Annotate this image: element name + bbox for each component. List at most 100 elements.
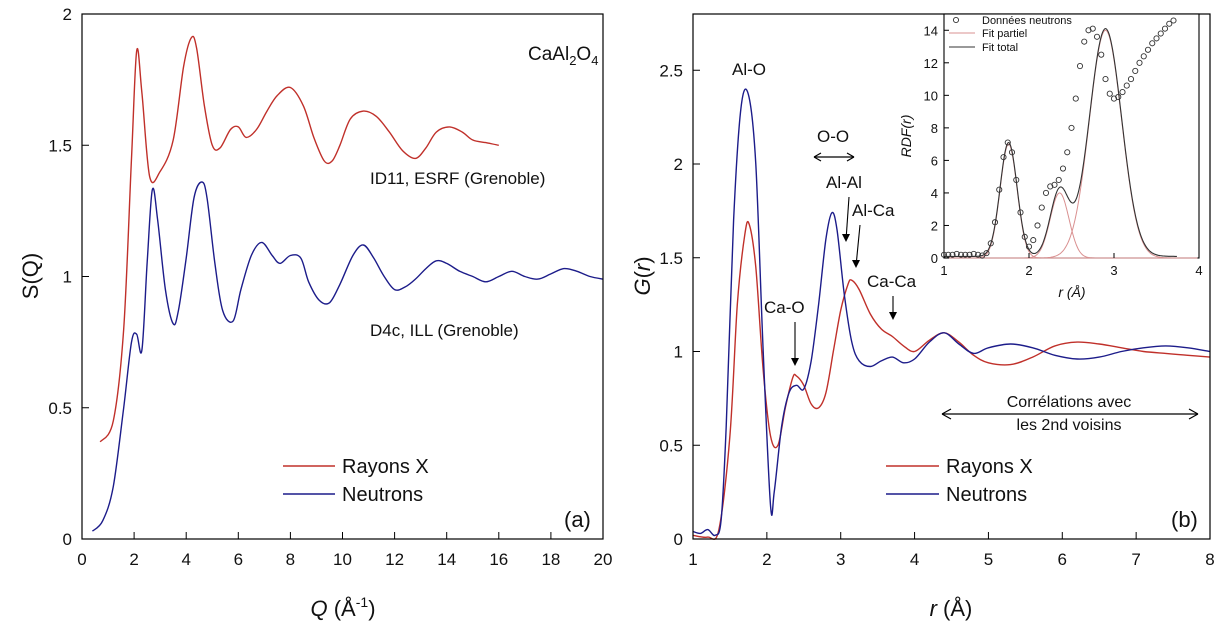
inset-data-point [1064, 149, 1071, 156]
inset-data-point [1076, 63, 1084, 70]
inset-data-point [1072, 95, 1079, 102]
annotation-al-o: Al-O [732, 60, 766, 79]
y-tick-label: 0 [63, 530, 72, 549]
inset-data-point [1119, 89, 1126, 96]
series-line-xray-b [692, 220, 1211, 541]
inset-data-point [1132, 67, 1139, 74]
inset-legend-label-partial: Fit partiel [982, 28, 1027, 40]
panel-b-ylabel: G(r) [630, 256, 655, 295]
panel-a-series [91, 35, 604, 532]
inset-data-point [1166, 20, 1173, 27]
panel-a-legend: Rayons X Neutrons [283, 456, 429, 506]
y-tick-label: 1 [63, 268, 72, 287]
panel-b-xlabel: r (Å) [930, 596, 973, 621]
inset-data-point [1025, 243, 1033, 250]
annotation-al-ca: Al-Ca [852, 201, 895, 220]
x-tick-label: 5 [984, 550, 993, 569]
inset-partial-fit-2 [943, 29, 1198, 259]
y-tick-label: 1 [674, 343, 683, 362]
inset-data-point [1144, 46, 1152, 53]
panel-a-xlabel: Q (Å-1) [310, 594, 375, 621]
inset-data-point [1038, 204, 1045, 211]
inset-legend-label-total: Fit total [982, 42, 1018, 54]
inset-data-point [1068, 124, 1075, 131]
panel-a-tag: (a) [564, 507, 591, 532]
inset-legend: Données neutrons Fit partiel Fit total [949, 15, 1072, 54]
inset-data-point [1013, 176, 1020, 183]
x-tick-label: 7 [1131, 550, 1140, 569]
x-tick-label: 10 [333, 550, 352, 569]
inset-data-point [966, 251, 973, 258]
inset-data-point [1093, 33, 1101, 40]
series-line-neutron-b [692, 88, 1211, 537]
inset-ylabel: RDF(r) [898, 115, 914, 158]
inset-xlabel: r (Å) [1058, 284, 1085, 300]
legend-label-xray-b: Rayons X [946, 456, 1033, 478]
panel-b-legend: Rayons X Neutrons [886, 456, 1033, 506]
inset-frame [943, 13, 1200, 259]
y-tick-label: 2 [63, 5, 72, 24]
inset-data-point [1042, 189, 1050, 196]
y-tick-label: 6 [931, 153, 938, 168]
x-tick-label: 14 [437, 550, 456, 569]
inset-data-point [1136, 59, 1143, 66]
x-tick-label: 3 [1110, 263, 1117, 278]
x-tick-label: 2 [1025, 263, 1032, 278]
annotation-o-o: O-O [817, 127, 849, 146]
y-tick-label: 2 [931, 218, 938, 233]
inset-data-point [1034, 222, 1041, 229]
x-tick-label: 6 [1058, 550, 1067, 569]
inset-data-point [949, 251, 956, 258]
inset-data-point [1098, 51, 1105, 58]
arrowhead-ca-ca [889, 312, 897, 320]
panel-a-ticks: 0 2 4 6 8 10 12 14 16 18 20 0 0.5 1 1.5 2 [48, 5, 612, 569]
inset-data-point [1115, 93, 1122, 101]
panel-b-series [692, 88, 1211, 541]
panel-b-ticks: 1 2 3 4 5 6 7 8 0 0.5 1 1.5 2 2.5 [659, 61, 1214, 569]
svg-text:les 2nd voisins: les 2nd voisins [1017, 417, 1122, 434]
panel-a-annotation-neutron: D4c, ILL (Grenoble) [370, 321, 519, 340]
x-tick-label: 2 [129, 550, 138, 569]
series-line-xray [99, 35, 499, 443]
x-tick-label: 8 [286, 550, 295, 569]
inset-total-fit [943, 28, 1177, 257]
inset-data-point [1081, 38, 1088, 45]
inset-data-point [983, 250, 990, 257]
inset-data-point [1051, 181, 1058, 188]
inset-data-point [945, 251, 952, 258]
arrowhead-al-al [842, 234, 850, 242]
inset-data-point [970, 250, 977, 257]
y-tick-label: 0.5 [48, 399, 72, 418]
y-tick-label: 12 [924, 56, 938, 71]
x-tick-label: 20 [594, 550, 613, 569]
inset-data-point [1127, 76, 1135, 83]
arrow-al-ca [855, 224, 861, 267]
svg-text:Corrélations avec: Corrélations avec [1007, 394, 1132, 411]
legend-label-neutron: Neutrons [342, 484, 423, 506]
panel-b: 1 2 3 4 5 6 7 800.511.522.5 Al-O O-O Al-Al Al-C… [630, 13, 1215, 621]
inset-legend-label-data: Données neutrons [982, 15, 1072, 27]
inset-data-point [1161, 25, 1169, 32]
panel-a-compound: CaAl2O4 [528, 44, 598, 68]
arrow-al-al [845, 196, 850, 241]
inset-data-point [1030, 237, 1037, 244]
inset-data-point [996, 186, 1003, 193]
arrowhead-ca-o [791, 358, 799, 366]
y-tick-label: 2 [674, 155, 683, 174]
legend-label-neutron-b: Neutrons [946, 484, 1027, 506]
double-arrow-o-o [813, 152, 855, 162]
inset-data-point [1106, 90, 1113, 97]
inset-data-point [1004, 139, 1011, 146]
inset-data-point [1000, 154, 1007, 161]
x-tick-label: 4 [1195, 263, 1202, 278]
inset-data-point [987, 240, 994, 247]
x-tick-label: 1 [940, 263, 947, 278]
inset-data-point [1059, 165, 1067, 172]
inset-data-point [1017, 209, 1024, 216]
panel-a: 0 2 4 6 8 10 12 14 16 18 20 0 0.5 1 1.5 2 CaAl2O4 ID11,… [18, 5, 612, 621]
inset-data-point [1170, 17, 1177, 24]
panel-b-tag: (b) [1171, 507, 1198, 532]
inset-data-point [974, 251, 982, 258]
y-tick-label: 8 [931, 121, 938, 136]
